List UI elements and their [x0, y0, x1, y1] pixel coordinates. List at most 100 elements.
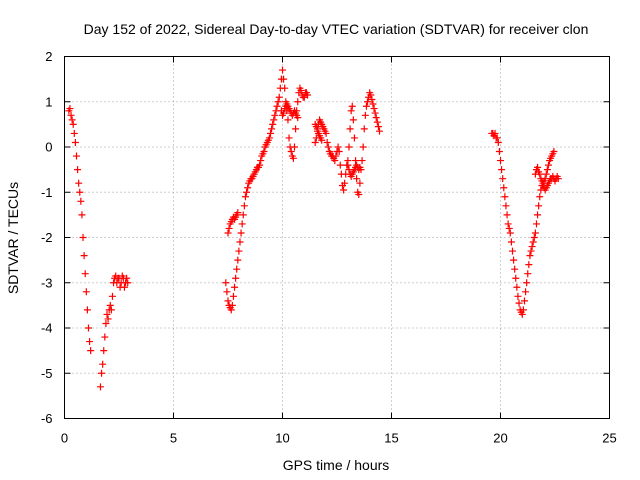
- data-point: [508, 247, 516, 255]
- data-point: [66, 105, 74, 113]
- x-tick-label: 25: [602, 431, 616, 446]
- data-point: [348, 102, 356, 110]
- data-point: [345, 143, 353, 151]
- data-point: [100, 347, 108, 355]
- data-point: [104, 315, 112, 323]
- data-point: [534, 211, 542, 219]
- chart-title: Day 152 of 2022, Sidereal Day-to-day VTE…: [84, 21, 589, 37]
- data-point: [368, 95, 376, 103]
- data-point: [376, 127, 384, 135]
- data-point: [234, 256, 242, 264]
- data-point: [493, 134, 501, 142]
- data-point: [265, 134, 273, 142]
- data-point: [350, 134, 358, 142]
- data-point: [534, 163, 542, 171]
- y-axis-label: SDTVAR / TECUs: [5, 182, 21, 294]
- x-tick-label: 0: [61, 431, 68, 446]
- data-point: [503, 211, 511, 219]
- data-point: [270, 116, 278, 124]
- data-point: [536, 193, 544, 201]
- data-point: [106, 301, 114, 309]
- data-point: [279, 66, 286, 74]
- data-point: [101, 333, 109, 341]
- data-point: [514, 292, 522, 300]
- x-axis-label: GPS time / hours: [283, 457, 390, 473]
- data-point: [361, 111, 369, 119]
- data-point: [269, 120, 277, 128]
- data-point: [335, 148, 343, 156]
- tick-labels: 0 5 10 15 20 25 -6 -5 -4 -3 -2 -1 0 1 2: [41, 49, 617, 446]
- data-point: [358, 157, 366, 165]
- data-point: [76, 188, 84, 196]
- data-point: [528, 243, 536, 251]
- data-point: [344, 161, 352, 169]
- data-point: [236, 238, 244, 246]
- y-tick-label: -5: [41, 366, 53, 381]
- data-point: [341, 179, 349, 187]
- data-point: [502, 202, 510, 210]
- data-points: [65, 66, 562, 391]
- data-point: [275, 93, 283, 101]
- data-point: [243, 188, 251, 196]
- data-point: [83, 306, 91, 314]
- data-point: [347, 107, 355, 115]
- data-point: [349, 116, 357, 124]
- data-point: [498, 166, 506, 174]
- data-point: [530, 234, 538, 241]
- data-point: [228, 301, 236, 309]
- data-point: [223, 288, 231, 296]
- data-point: [289, 154, 297, 162]
- data-point: [271, 111, 279, 119]
- data-point: [224, 229, 232, 237]
- data-point: [340, 186, 348, 194]
- data-point: [520, 297, 528, 305]
- data-point: [102, 319, 110, 327]
- data-point: [367, 91, 375, 99]
- data-point: [231, 283, 239, 291]
- data-point: [518, 310, 526, 318]
- data-point: [239, 211, 247, 219]
- data-point: [103, 310, 111, 318]
- data-point: [224, 297, 232, 305]
- data-point: [69, 120, 77, 128]
- data-point: [257, 157, 265, 165]
- data-point: [260, 148, 268, 156]
- data-point: [538, 177, 546, 185]
- data-point: [78, 211, 86, 219]
- data-point: [510, 256, 518, 264]
- data-point: [281, 84, 289, 92]
- data-point: [80, 252, 88, 260]
- data-point: [318, 136, 326, 144]
- data-point: [72, 152, 80, 160]
- data-point: [240, 202, 248, 210]
- data-point: [227, 306, 235, 314]
- data-point: [241, 193, 249, 201]
- data-point: [529, 238, 537, 246]
- data-point: [336, 161, 344, 169]
- y-tick-label: -2: [41, 230, 53, 245]
- data-point: [267, 129, 275, 137]
- data-point: [290, 143, 298, 151]
- data-point: [511, 265, 519, 273]
- data-point: [500, 184, 508, 192]
- data-point: [499, 175, 507, 183]
- data-point: [513, 283, 521, 291]
- data-point: [356, 179, 364, 187]
- data-point: [232, 274, 240, 282]
- data-point: [96, 383, 104, 391]
- data-point: [532, 220, 540, 228]
- data-point: [505, 224, 513, 232]
- data-point: [515, 299, 523, 307]
- data-point: [370, 105, 378, 113]
- data-point: [527, 247, 535, 255]
- data-point: [501, 193, 509, 201]
- data-point: [124, 279, 132, 287]
- x-tick-label: 15: [384, 431, 398, 446]
- data-point: [256, 161, 264, 169]
- data-point: [536, 170, 544, 178]
- data-point: [369, 100, 377, 108]
- data-point: [98, 369, 106, 377]
- data-point: [322, 129, 330, 137]
- data-point: [225, 224, 233, 232]
